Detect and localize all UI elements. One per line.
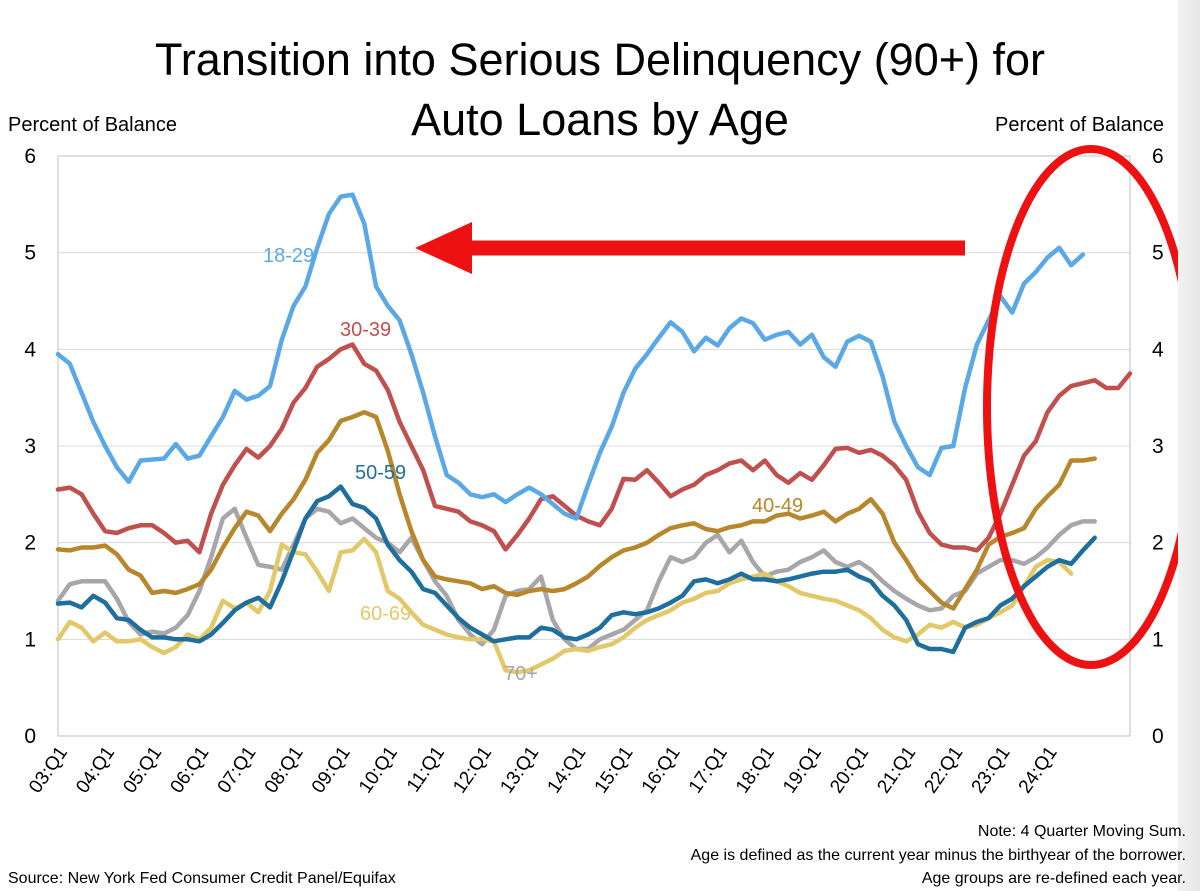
y-tick-label-right: 3 <box>1152 435 1164 458</box>
left-axis-unit-label: Percent of Balance <box>8 114 177 136</box>
series-label-40-49: 40-49 <box>752 495 803 517</box>
y-tick-label-right: 4 <box>1152 338 1164 361</box>
x-tick-label: 19:Q1 <box>779 743 826 797</box>
y-tick-label-right: 5 <box>1152 242 1164 265</box>
series-label-30-39: 30-39 <box>340 319 391 341</box>
series-labels: 18-29 30-39 40-49 50-59 60-69 70+ <box>263 245 803 685</box>
red-arrow-head <box>415 222 472 274</box>
chart-title-line-2: Auto Loans by Age <box>411 94 789 145</box>
series-line-50-59 <box>55 484 1097 655</box>
x-tick-label: 06:Q1 <box>167 743 214 797</box>
y-tick-label-left: 1 <box>24 628 36 651</box>
footnote-age-definition: Age is defined as the current year minus… <box>690 847 1186 864</box>
y-tick-label-left: 4 <box>24 338 36 361</box>
y-tick-label-right: 0 <box>1152 725 1164 748</box>
y-tick-label-right: 2 <box>1152 532 1164 555</box>
y-tick-label-left: 3 <box>24 435 36 458</box>
x-tick-label: 18:Q1 <box>732 743 779 797</box>
x-tick-label: 14:Q1 <box>544 743 591 797</box>
x-tick-label: 23:Q1 <box>968 743 1015 797</box>
series-label-70plus: 70+ <box>504 663 538 685</box>
x-tick-label: 04:Q1 <box>72 743 119 797</box>
x-tick-labels: 03:Q1 04:Q1 05:Q1 06:Q1 07:Q1 08:Q1 09:Q1 10:Q1… <box>25 743 1061 797</box>
series-line-18-29 <box>55 192 1086 521</box>
series-label-50-59: 50-59 <box>355 462 406 484</box>
x-tick-label: 24:Q1 <box>1015 743 1062 797</box>
x-tick-label: 10:Q1 <box>355 743 402 797</box>
x-tick-label: 17:Q1 <box>685 743 732 797</box>
series-label-60-69: 60-69 <box>360 603 411 625</box>
y-tick-label-left: 2 <box>24 532 36 555</box>
x-tick-label: 03:Q1 <box>25 743 72 797</box>
y-tick-label-right: 1 <box>1152 628 1164 651</box>
x-tick-label: 05:Q1 <box>119 743 166 797</box>
x-tick-label: 13:Q1 <box>496 743 543 797</box>
footnote-age-groups: Age groups are re-defined each year. <box>921 870 1186 887</box>
note-text: Note: 4 Quarter Moving Sum. <box>977 823 1186 840</box>
page-edge-strip <box>1178 0 1200 891</box>
series-line-60-69 <box>55 536 1074 675</box>
y-tick-label-left: 0 <box>24 725 36 748</box>
x-tick-label: 11:Q1 <box>403 743 449 796</box>
y-tick-labels: 0 0 1 1 2 2 3 3 4 4 5 5 6 6 <box>24 145 1164 748</box>
x-tick-label: 08:Q1 <box>261 743 308 797</box>
y-tick-label-left: 5 <box>24 242 36 265</box>
source-text: Source: New York Fed Consumer Credit Pan… <box>8 870 396 887</box>
x-tick-label: 07:Q1 <box>214 743 261 797</box>
y-tick-label-left: 6 <box>24 145 36 168</box>
y-tick-label-right: 6 <box>1152 145 1164 168</box>
series-label-18-29: 18-29 <box>263 245 314 267</box>
series-lines <box>55 192 1133 675</box>
x-tick-label: 09:Q1 <box>308 743 355 797</box>
chart-title-line-1: Transition into Serious Delinquency (90+… <box>154 34 1046 85</box>
series-line-40-49 <box>55 409 1097 611</box>
x-tick-label: 22:Q1 <box>920 743 967 797</box>
x-tick-label: 20:Q1 <box>826 743 873 797</box>
series-line-30-39 <box>55 342 1133 555</box>
x-tick-label: 21:Q1 <box>873 743 920 797</box>
x-tick-label: 12:Q1 <box>449 743 496 797</box>
x-tick-label: 16:Q1 <box>638 743 685 797</box>
x-tick-label: 15:Q1 <box>591 743 638 797</box>
right-axis-unit-label: Percent of Balance <box>995 114 1164 136</box>
